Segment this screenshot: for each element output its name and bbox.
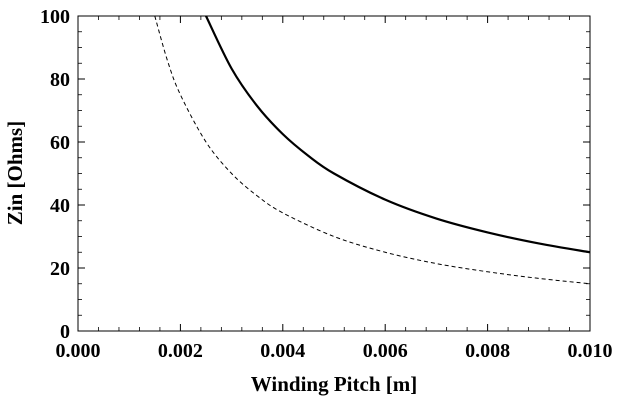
- series-solid-line: [205, 15, 591, 254]
- y-tick-label: 0: [60, 321, 70, 343]
- series-dashed-line: [154, 15, 591, 285]
- y-tick-label: 80: [50, 69, 70, 91]
- y-axis-ticks: 0 20 40 60 80 100: [40, 6, 590, 343]
- x-tick-label: 0.000: [56, 340, 101, 362]
- x-tick-label: 0.010: [568, 340, 613, 362]
- y-axis-label: Zin [Ohms]: [3, 121, 27, 225]
- x-axis-label: Winding Pitch [m]: [251, 372, 417, 396]
- x-tick-label: 0.008: [465, 340, 510, 362]
- x-tick-label: 0.002: [158, 340, 203, 362]
- x-axis-ticks: 0.000 0.002 0.004 0.006 0.008 0.010: [56, 16, 613, 362]
- y-tick-label: 60: [50, 132, 70, 154]
- y-tick-label: 100: [40, 6, 70, 28]
- y-tick-label: 20: [50, 258, 70, 280]
- series-group: [154, 15, 591, 285]
- y-tick-label: 40: [50, 195, 70, 217]
- x-tick-label: 0.006: [363, 340, 408, 362]
- x-tick-label: 0.004: [260, 340, 305, 362]
